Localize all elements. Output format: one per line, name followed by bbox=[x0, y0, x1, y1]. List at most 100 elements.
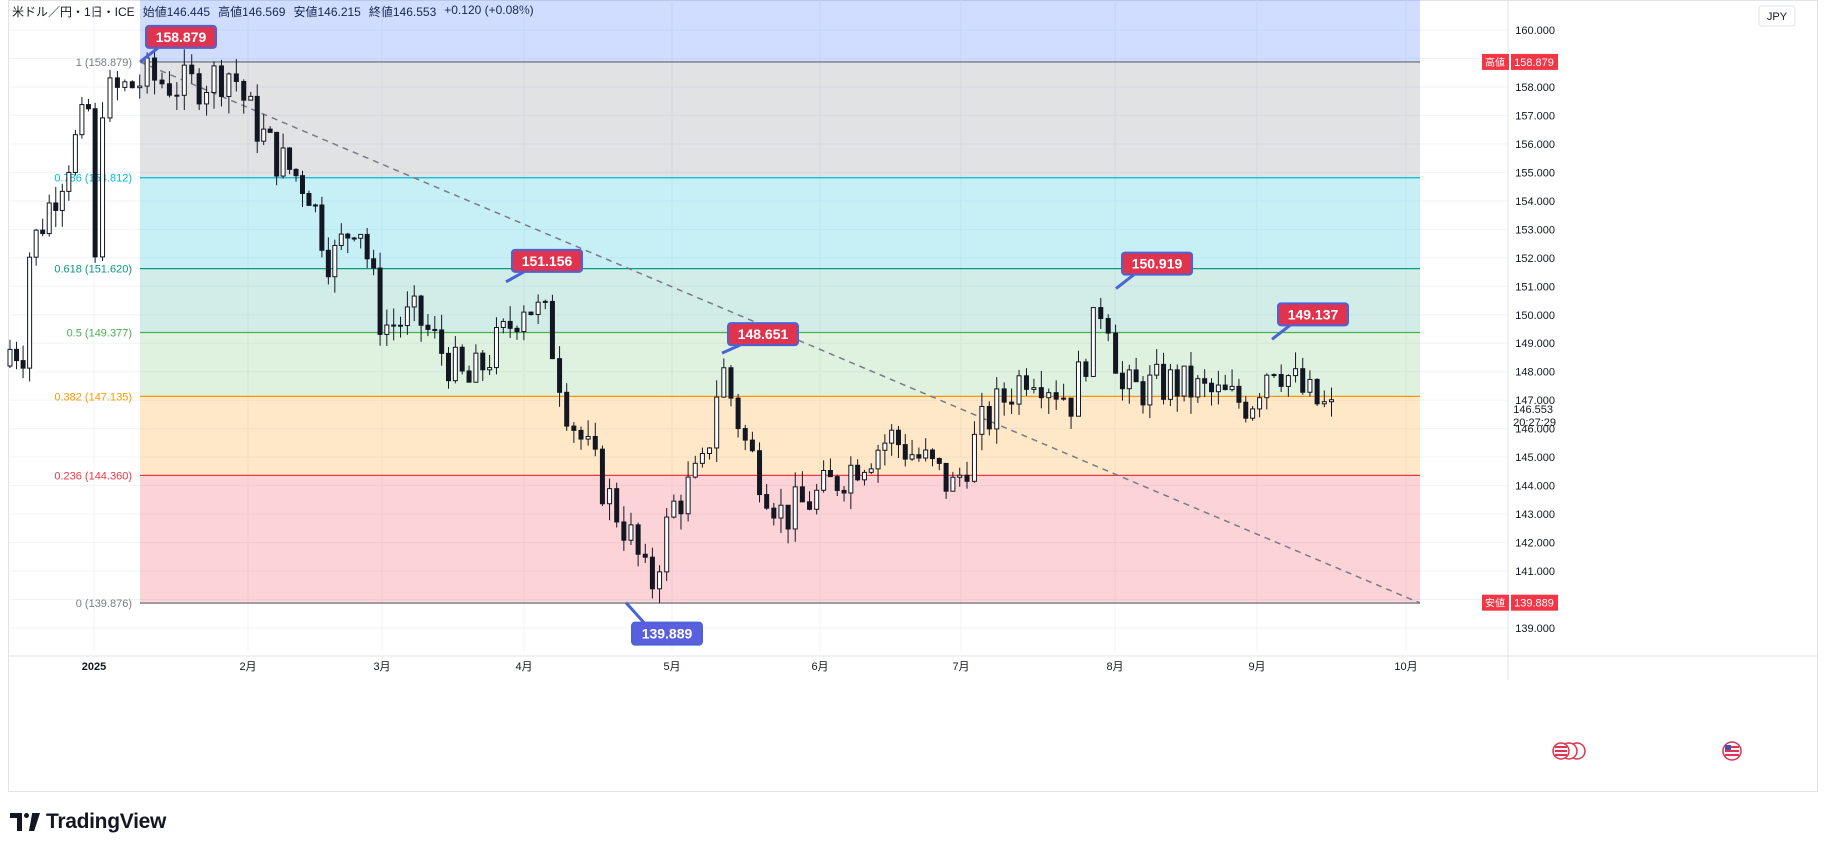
candle-body[interactable] bbox=[1250, 408, 1256, 419]
candle-body[interactable] bbox=[196, 73, 202, 105]
candle-body[interactable] bbox=[628, 524, 634, 541]
candle-body[interactable] bbox=[404, 306, 410, 327]
candle-body[interactable] bbox=[306, 192, 312, 206]
candle-body[interactable] bbox=[248, 95, 254, 101]
candle-body[interactable] bbox=[1300, 368, 1306, 393]
candle-body[interactable] bbox=[1181, 365, 1187, 397]
candle-body[interactable] bbox=[1068, 397, 1074, 417]
candle-body[interactable] bbox=[1105, 318, 1111, 334]
candle-body[interactable] bbox=[994, 388, 1000, 430]
candle-body[interactable] bbox=[1264, 374, 1270, 399]
candle-body[interactable] bbox=[742, 428, 748, 441]
candle-body[interactable] bbox=[936, 458, 942, 464]
currency-button[interactable] bbox=[1758, 5, 1796, 27]
candle-body[interactable] bbox=[391, 324, 397, 327]
candle-body[interactable] bbox=[114, 77, 120, 88]
candle-body[interactable] bbox=[649, 556, 655, 590]
price-callout[interactable]: 150.919 bbox=[1115, 251, 1193, 290]
candle-body[interactable] bbox=[384, 324, 390, 335]
candle-body[interactable] bbox=[1090, 307, 1096, 377]
candle-body[interactable] bbox=[1147, 374, 1153, 406]
candle-body[interactable] bbox=[241, 80, 247, 101]
candle-body[interactable] bbox=[875, 449, 881, 470]
candle-body[interactable] bbox=[814, 489, 820, 510]
candle-body[interactable] bbox=[1119, 372, 1125, 390]
candle-body[interactable] bbox=[714, 396, 720, 449]
candle-body[interactable] bbox=[66, 171, 72, 192]
candle-body[interactable] bbox=[439, 329, 445, 354]
candle-body[interactable] bbox=[1321, 401, 1327, 405]
candle-body[interactable] bbox=[542, 300, 548, 303]
candle-body[interactable] bbox=[487, 367, 493, 371]
candle-body[interactable] bbox=[957, 474, 963, 478]
candle-body[interactable] bbox=[771, 507, 777, 519]
candle-body[interactable] bbox=[72, 134, 78, 173]
candle-body[interactable] bbox=[735, 397, 741, 430]
candle-body[interactable] bbox=[848, 464, 854, 494]
candle-body[interactable] bbox=[1167, 369, 1173, 400]
candle-body[interactable] bbox=[1195, 378, 1201, 398]
candle-body[interactable] bbox=[351, 237, 357, 240]
candle-body[interactable] bbox=[792, 486, 798, 530]
candle-body[interactable] bbox=[902, 444, 908, 460]
candle-body[interactable] bbox=[358, 233, 364, 239]
candle-body[interactable] bbox=[267, 128, 273, 133]
candle-body[interactable] bbox=[92, 108, 98, 258]
candle-body[interactable] bbox=[916, 454, 922, 459]
candle-body[interactable] bbox=[528, 311, 534, 316]
symbol-title[interactable]: 米ドル／円・1日・ICE bbox=[12, 5, 135, 19]
candle-body[interactable] bbox=[821, 469, 827, 491]
candle-body[interactable] bbox=[226, 73, 232, 97]
candle-body[interactable] bbox=[1016, 375, 1022, 405]
candle-body[interactable] bbox=[764, 494, 770, 509]
candle-body[interactable] bbox=[1023, 375, 1029, 390]
candle-body[interactable] bbox=[834, 476, 840, 491]
candle-body[interactable] bbox=[757, 450, 763, 496]
candle-body[interactable] bbox=[521, 311, 527, 333]
candle-body[interactable] bbox=[799, 486, 805, 503]
candle-body[interactable] bbox=[621, 521, 627, 541]
tradingview-logo[interactable]: TradingView bbox=[10, 810, 166, 834]
candle-body[interactable] bbox=[664, 516, 670, 573]
candle-body[interactable] bbox=[841, 489, 847, 494]
candle-body[interactable] bbox=[1113, 332, 1119, 374]
candle-body[interactable] bbox=[642, 553, 648, 558]
candle-body[interactable] bbox=[861, 471, 867, 481]
candle-body[interactable] bbox=[204, 91, 210, 105]
us-flag-icon[interactable] bbox=[1552, 742, 1586, 760]
candle-body[interactable] bbox=[678, 500, 684, 515]
candle-body[interactable] bbox=[280, 147, 286, 177]
candle-body[interactable] bbox=[671, 500, 677, 518]
candle-body[interactable] bbox=[1271, 374, 1277, 377]
candle-body[interactable] bbox=[889, 429, 895, 444]
candle-body[interactable] bbox=[1083, 361, 1089, 377]
candle-body[interactable] bbox=[657, 571, 663, 590]
candle-body[interactable] bbox=[1098, 307, 1104, 320]
candle-body[interactable] bbox=[1314, 378, 1320, 405]
candle-body[interactable] bbox=[411, 295, 417, 308]
candle-body[interactable] bbox=[614, 488, 620, 523]
candle-body[interactable] bbox=[254, 95, 260, 142]
candle-body[interactable] bbox=[85, 104, 91, 110]
candle-body[interactable] bbox=[480, 352, 486, 371]
candle-body[interactable] bbox=[1001, 388, 1007, 403]
candle-body[interactable] bbox=[929, 449, 935, 460]
candle-body[interactable] bbox=[261, 128, 267, 142]
candle-body[interactable] bbox=[1133, 369, 1139, 383]
candle-body[interactable] bbox=[159, 79, 165, 85]
candle-body[interactable] bbox=[377, 267, 383, 335]
candle-body[interactable] bbox=[211, 65, 217, 93]
candle-body[interactable] bbox=[882, 442, 888, 451]
candle-body[interactable] bbox=[466, 370, 472, 383]
candle-body[interactable] bbox=[345, 233, 351, 239]
candle-body[interactable] bbox=[445, 352, 451, 382]
candle-body[interactable] bbox=[452, 346, 458, 382]
candle-body[interactable] bbox=[500, 320, 506, 328]
candle-body[interactable] bbox=[473, 352, 479, 383]
candle-body[interactable] bbox=[1236, 385, 1242, 403]
candle-body[interactable] bbox=[1061, 397, 1067, 400]
candle-body[interactable] bbox=[923, 449, 929, 459]
candle-body[interactable] bbox=[635, 524, 641, 555]
us-flag-icon[interactable] bbox=[1722, 741, 1742, 761]
candle-body[interactable] bbox=[599, 448, 605, 505]
